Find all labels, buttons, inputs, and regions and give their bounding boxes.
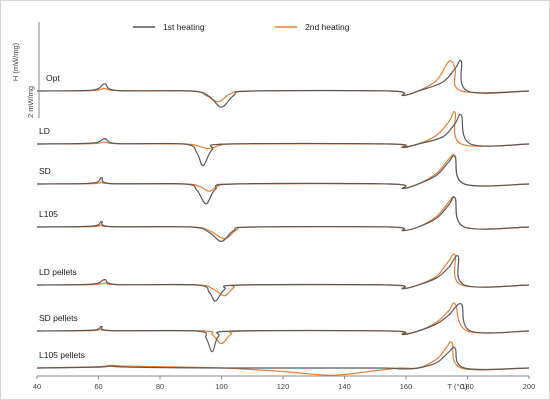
x-axis-title: T (°C) [448,382,468,391]
trace-sd-pellets-1st-heating [36,302,530,353]
series-label-sd: SD [39,166,51,176]
trace-l105-pellets-2nd-heating [36,341,530,376]
x-tick-label: 200 [523,382,536,391]
series-label-l105-pellets: L105 pellets [39,350,85,360]
x-tick-label: 60 [94,382,102,391]
x-tick-label: 80 [156,382,164,391]
trace-opt-2nd-heating [36,60,530,103]
scale-bar-label: 2 mW/mg [26,86,35,118]
trace-l105-pellets-1st-heating [36,346,530,371]
trace-l105-2nd-heating [36,195,530,240]
x-tick-label: 160 [400,382,413,391]
trace-sd-pellets-2nd-heating [36,302,530,345]
series-label-ld: LD [39,126,50,136]
trace-ld-pellets-1st-heating [36,255,530,302]
trace-sd-1st-heating [36,155,530,205]
trace-l105-1st-heating [36,196,530,242]
y-axis-title: H (mW/mg) [11,42,20,81]
legend-label-1st-heating: 1st heating [163,22,205,32]
x-tick-label: 100 [215,382,228,391]
trace-sd-2nd-heating [36,153,530,192]
trace-ld-1st-heating [36,113,530,167]
x-tick-label: 120 [277,382,290,391]
x-tick-label: 140 [338,382,351,391]
legend-label-2nd-heating: 2nd heating [305,22,350,32]
series-label-sd-pellets: SD pellets [39,313,78,323]
x-tick-label: 40 [33,382,41,391]
series-label-l105: L105 [39,209,58,219]
series-label-ld-pellets: LD pellets [39,267,77,277]
trace-ld-pellets-2nd-heating [36,253,530,297]
series-label-opt: Opt [46,73,60,83]
x-tick-label: 180 [461,382,474,391]
trace-opt-1st-heating [36,59,530,108]
